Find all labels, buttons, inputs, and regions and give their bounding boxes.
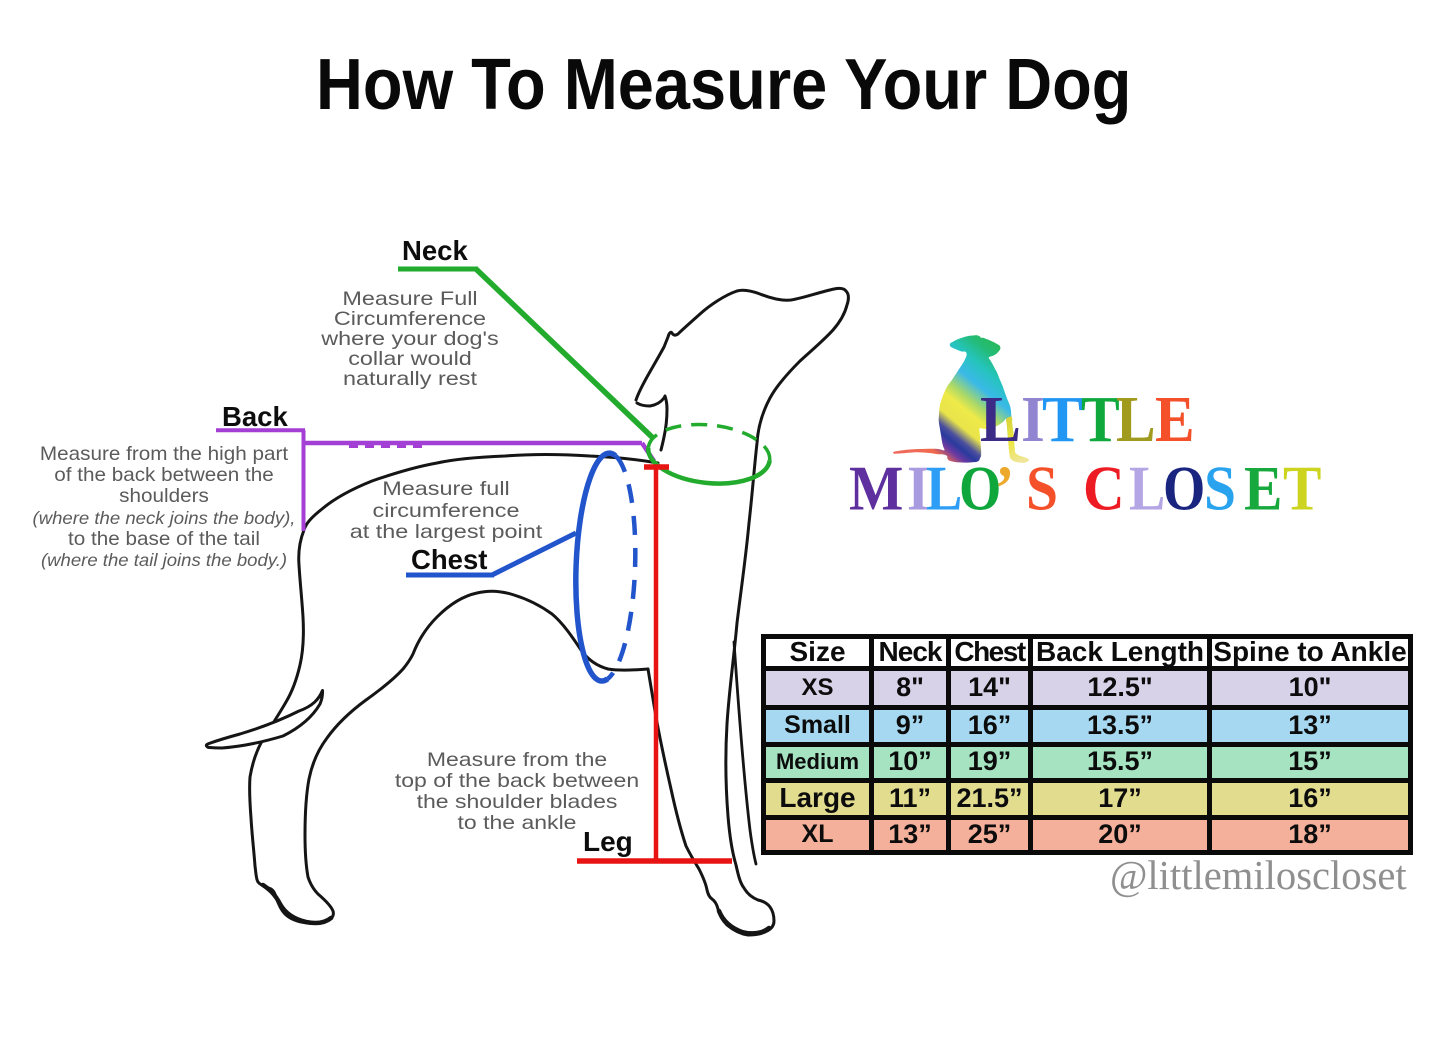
svg-text:’: ’ <box>995 454 1014 524</box>
svg-text:E: E <box>1244 454 1282 524</box>
svg-text:L: L <box>1116 382 1156 456</box>
svg-text:L: L <box>1129 452 1165 523</box>
svg-text:E: E <box>1155 382 1195 456</box>
svg-text:I: I <box>907 454 929 524</box>
svg-text:T: T <box>1081 384 1120 456</box>
svg-text:L: L <box>926 452 962 523</box>
svg-text:T: T <box>1042 382 1083 456</box>
svg-text:S: S <box>1026 454 1058 524</box>
svg-text:S: S <box>1204 454 1236 524</box>
svg-text:I: I <box>1021 382 1045 456</box>
svg-text:O: O <box>959 452 1001 523</box>
svg-text:T: T <box>1283 454 1321 524</box>
svg-text:L: L <box>980 382 1021 456</box>
svg-text:M: M <box>849 454 903 524</box>
svg-text:C: C <box>1083 454 1125 524</box>
svg-text:O: O <box>1163 452 1205 523</box>
